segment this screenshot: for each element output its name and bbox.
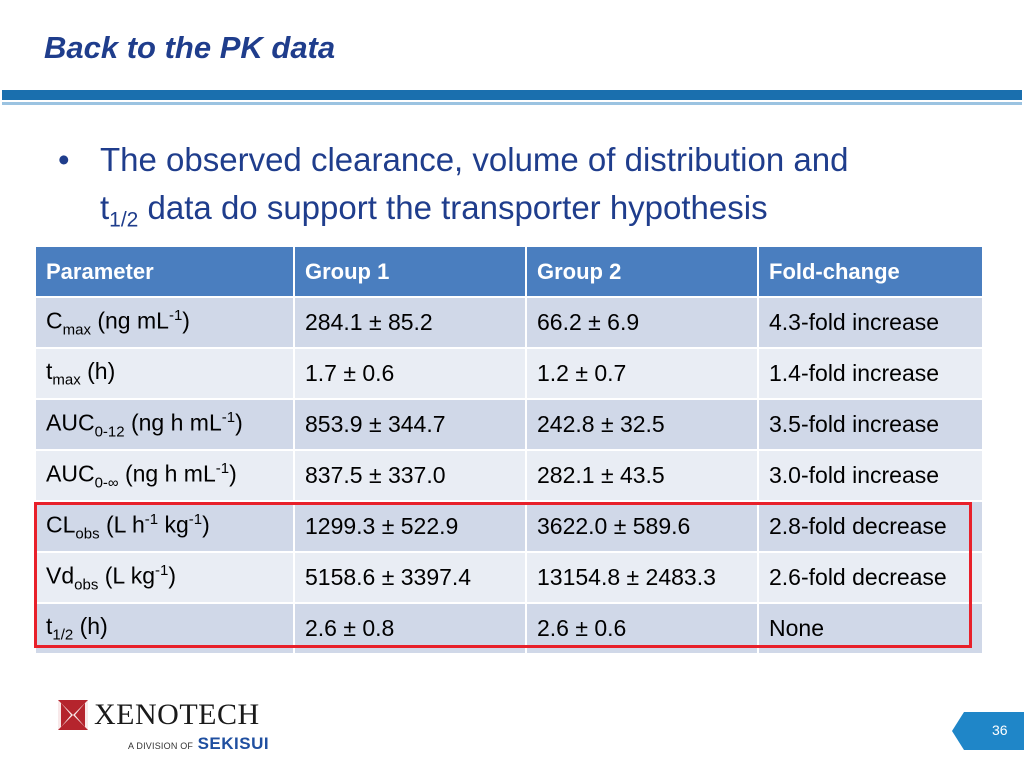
logo-division-text: A DIVISION OF bbox=[128, 741, 194, 751]
bullet-text-line2: t1/2 data do support the transporter hyp… bbox=[100, 184, 988, 245]
fold-cell: 3.5-fold increase bbox=[757, 398, 984, 451]
page-number: 36 bbox=[992, 722, 1008, 738]
group2-cell: 1.2 ± 0.7 bbox=[525, 347, 759, 400]
group1-cell: 853.9 ± 344.7 bbox=[293, 398, 527, 451]
param-base: Vd bbox=[46, 562, 75, 589]
param-cell: Cmax (ng mL-1) bbox=[34, 296, 295, 349]
logo-brand: SEKISUI bbox=[197, 734, 270, 753]
header-group-1: Group 1 bbox=[293, 245, 527, 298]
param-unit: (ng mL bbox=[90, 307, 169, 334]
group2-cell: 3622.0 ± 589.6 bbox=[525, 500, 759, 553]
param-base: t bbox=[46, 613, 53, 640]
param-superscript: -1 bbox=[144, 510, 159, 528]
bullet-t: t bbox=[100, 189, 110, 226]
param-cell: CLobs (L h-1 kg-1) bbox=[34, 500, 295, 553]
param-base: t bbox=[46, 358, 53, 385]
param-subscript: 0-12 bbox=[94, 423, 125, 441]
header-parameter: Parameter bbox=[34, 245, 295, 298]
xenotech-logo: XENOTECH A DIVISION OF SEKISUI bbox=[58, 698, 269, 754]
param-base: AUC bbox=[46, 409, 95, 436]
title-divider-thick bbox=[2, 90, 1022, 100]
bullet-t-subscript: 1/2 bbox=[109, 208, 139, 232]
param-subscript: 0-∞ bbox=[94, 474, 119, 492]
title-divider-thin bbox=[2, 102, 1022, 105]
table-row-auc-0-12: AUC0-12 (ng h mL-1) 853.9 ± 344.7 242.8 … bbox=[34, 398, 984, 451]
param-base: CL bbox=[46, 511, 76, 538]
group1-cell: 1299.3 ± 522.9 bbox=[293, 500, 527, 553]
param-subscript: max bbox=[52, 371, 81, 389]
param-unit: (h) bbox=[73, 613, 108, 640]
group1-cell: 5158.6 ± 3397.4 bbox=[293, 551, 527, 604]
group1-cell: 837.5 ± 337.0 bbox=[293, 449, 527, 502]
param-unit: (h) bbox=[80, 358, 116, 385]
fold-cell: 4.3-fold increase bbox=[757, 296, 984, 349]
group2-cell: 13154.8 ± 2483.3 bbox=[525, 551, 759, 604]
param-superscript: -1 bbox=[168, 306, 183, 324]
param-cell: tmax (h) bbox=[34, 347, 295, 400]
group1-cell: 1.7 ± 0.6 bbox=[293, 347, 527, 400]
highlight-box bbox=[34, 502, 972, 648]
param-cell: Vdobs (L kg-1) bbox=[34, 551, 295, 604]
page-number-badge bbox=[952, 712, 1024, 750]
param-unit: (L kg bbox=[98, 562, 155, 589]
param-superscript-2: -1 bbox=[188, 510, 203, 528]
param-cell: AUC0-12 (ng h mL-1) bbox=[34, 398, 295, 451]
param-unit: (ng h mL bbox=[118, 460, 216, 487]
bullet-text-line1: The observed clearance, volume of distri… bbox=[100, 141, 849, 178]
param-subscript: obs bbox=[74, 576, 99, 594]
param-unit-close: ) bbox=[235, 409, 243, 436]
param-subscript: obs bbox=[75, 525, 100, 543]
xenotech-x-icon bbox=[58, 700, 88, 730]
param-subscript: 1/2 bbox=[52, 626, 74, 644]
slide-title: Back to the PK data bbox=[44, 30, 336, 65]
param-subscript: max bbox=[62, 321, 91, 339]
table-row-tmax: tmax (h) 1.7 ± 0.6 1.2 ± 0.7 1.4-fold in… bbox=[34, 347, 984, 400]
fold-cell: 3.0-fold increase bbox=[757, 449, 984, 502]
param-unit-close: ) bbox=[202, 511, 210, 538]
table-header-row: Parameter Group 1 Group 2 Fold-change bbox=[34, 245, 984, 298]
param-unit: (ng h mL bbox=[124, 409, 222, 436]
param-cell: AUC0-∞ (ng h mL-1) bbox=[34, 449, 295, 502]
param-base: C bbox=[46, 307, 63, 334]
param-unit-close: ) bbox=[229, 460, 237, 487]
group2-cell: 66.2 ± 6.9 bbox=[525, 296, 759, 349]
fold-cell: 2.6-fold decrease bbox=[757, 551, 984, 604]
fold-cell: 1.4-fold increase bbox=[757, 347, 984, 400]
param-base: AUC bbox=[46, 460, 95, 487]
param-superscript: -1 bbox=[155, 561, 169, 579]
group2-cell: 242.8 ± 32.5 bbox=[525, 398, 759, 451]
param-superscript: -1 bbox=[221, 408, 236, 426]
param-superscript: -1 bbox=[215, 459, 230, 477]
bullet-line2-rest: data do support the transporter hypothes… bbox=[138, 189, 768, 226]
header-group-2: Group 2 bbox=[525, 245, 759, 298]
group1-cell: 284.1 ± 85.2 bbox=[293, 296, 527, 349]
table-row-cmax: Cmax (ng mL-1) 284.1 ± 85.2 66.2 ± 6.9 4… bbox=[34, 296, 984, 349]
param-unit-mid: kg bbox=[158, 511, 189, 538]
logo-subtitle: A DIVISION OF SEKISUI bbox=[128, 734, 269, 754]
logo-name: XENOTECH bbox=[94, 698, 260, 731]
group2-cell: 282.1 ± 43.5 bbox=[525, 449, 759, 502]
param-unit-close: ) bbox=[168, 562, 177, 589]
param-unit: (L h bbox=[99, 511, 145, 538]
header-fold-change: Fold-change bbox=[757, 245, 984, 298]
bullet-dot: • bbox=[58, 141, 70, 178]
param-unit-close: ) bbox=[182, 307, 190, 334]
table-row-auc-0-inf: AUC0-∞ (ng h mL-1) 837.5 ± 337.0 282.1 ±… bbox=[34, 449, 984, 502]
table-row-vd-obs: Vdobs (L kg-1) 5158.6 ± 3397.4 13154.8 ±… bbox=[34, 551, 984, 604]
pk-data-table: Parameter Group 1 Group 2 Fold-change Cm… bbox=[34, 245, 984, 655]
bullet-point: • The observed clearance, volume of dist… bbox=[58, 136, 988, 245]
